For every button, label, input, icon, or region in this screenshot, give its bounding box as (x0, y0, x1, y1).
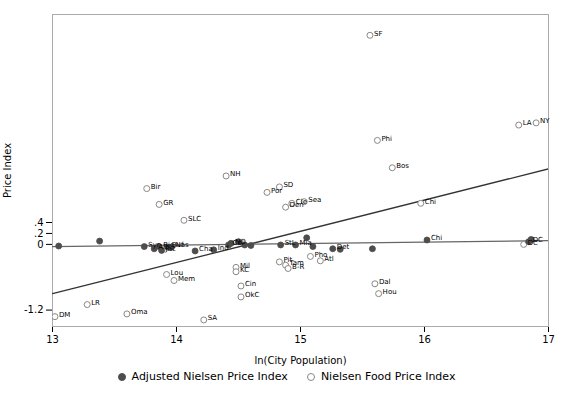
svg-text:SA: SA (208, 314, 218, 322)
svg-text:Bos: Bos (396, 162, 409, 170)
svg-text:Cin: Cin (245, 280, 256, 288)
svg-text:-1.2: -1.2 (24, 304, 44, 315)
svg-text:Nas: Nas (176, 241, 190, 249)
svg-text:Det: Det (337, 243, 350, 251)
svg-text:Chi: Chi (431, 234, 442, 242)
svg-text:SLC: SLC (188, 215, 201, 223)
svg-text:16: 16 (418, 334, 431, 345)
svg-text:17: 17 (542, 334, 555, 345)
svg-text:ln(City Population): ln(City Population) (254, 355, 346, 366)
svg-text:0: 0 (37, 239, 43, 250)
svg-text:13: 13 (46, 334, 59, 345)
svg-text:DM: DM (59, 311, 70, 319)
svg-text:Dal: Dal (379, 278, 391, 286)
svg-text:Oma: Oma (131, 308, 148, 316)
svg-text:OkC: OkC (245, 291, 260, 299)
svg-text:LR: LR (91, 299, 100, 307)
svg-text:B-R: B-R (292, 263, 304, 271)
svg-text:.2: .2 (34, 228, 44, 239)
svg-text:SD: SD (283, 181, 293, 189)
svg-text:Cha: Cha (199, 245, 213, 253)
svg-text:Mem: Mem (178, 275, 195, 283)
svg-text:Hou: Hou (383, 288, 397, 296)
svg-text:Jac: Jac (165, 245, 176, 253)
svg-text:NY: NY (540, 117, 550, 125)
svg-text:.4: .4 (34, 217, 44, 228)
svg-text:Sea: Sea (308, 196, 321, 204)
svg-text:Phi: Phi (381, 135, 392, 143)
svg-text:Den: Den (290, 201, 304, 209)
svg-text:SF: SF (374, 30, 382, 38)
svg-text:15: 15 (294, 334, 307, 345)
svg-text:Atl: Atl (324, 255, 333, 263)
svg-text:Por: Por (271, 187, 282, 195)
svg-text:StL: StL (285, 239, 296, 247)
svg-text:Price Index: Price Index (2, 143, 13, 198)
svg-text:Bir: Bir (151, 183, 161, 191)
svg-text:KC: KC (240, 266, 249, 274)
svg-text:LA: LA (523, 119, 532, 127)
svg-text:DC: DC (528, 239, 538, 247)
svg-text:Mia: Mia (300, 239, 312, 247)
svg-text:NH: NH (230, 170, 241, 178)
svg-text:14: 14 (170, 334, 183, 345)
svg-text:Chi: Chi (425, 198, 436, 206)
svg-text:Ind: Ind (218, 244, 229, 252)
svg-text:GR: GR (163, 199, 173, 207)
svg-text:NO: NO (235, 238, 246, 246)
